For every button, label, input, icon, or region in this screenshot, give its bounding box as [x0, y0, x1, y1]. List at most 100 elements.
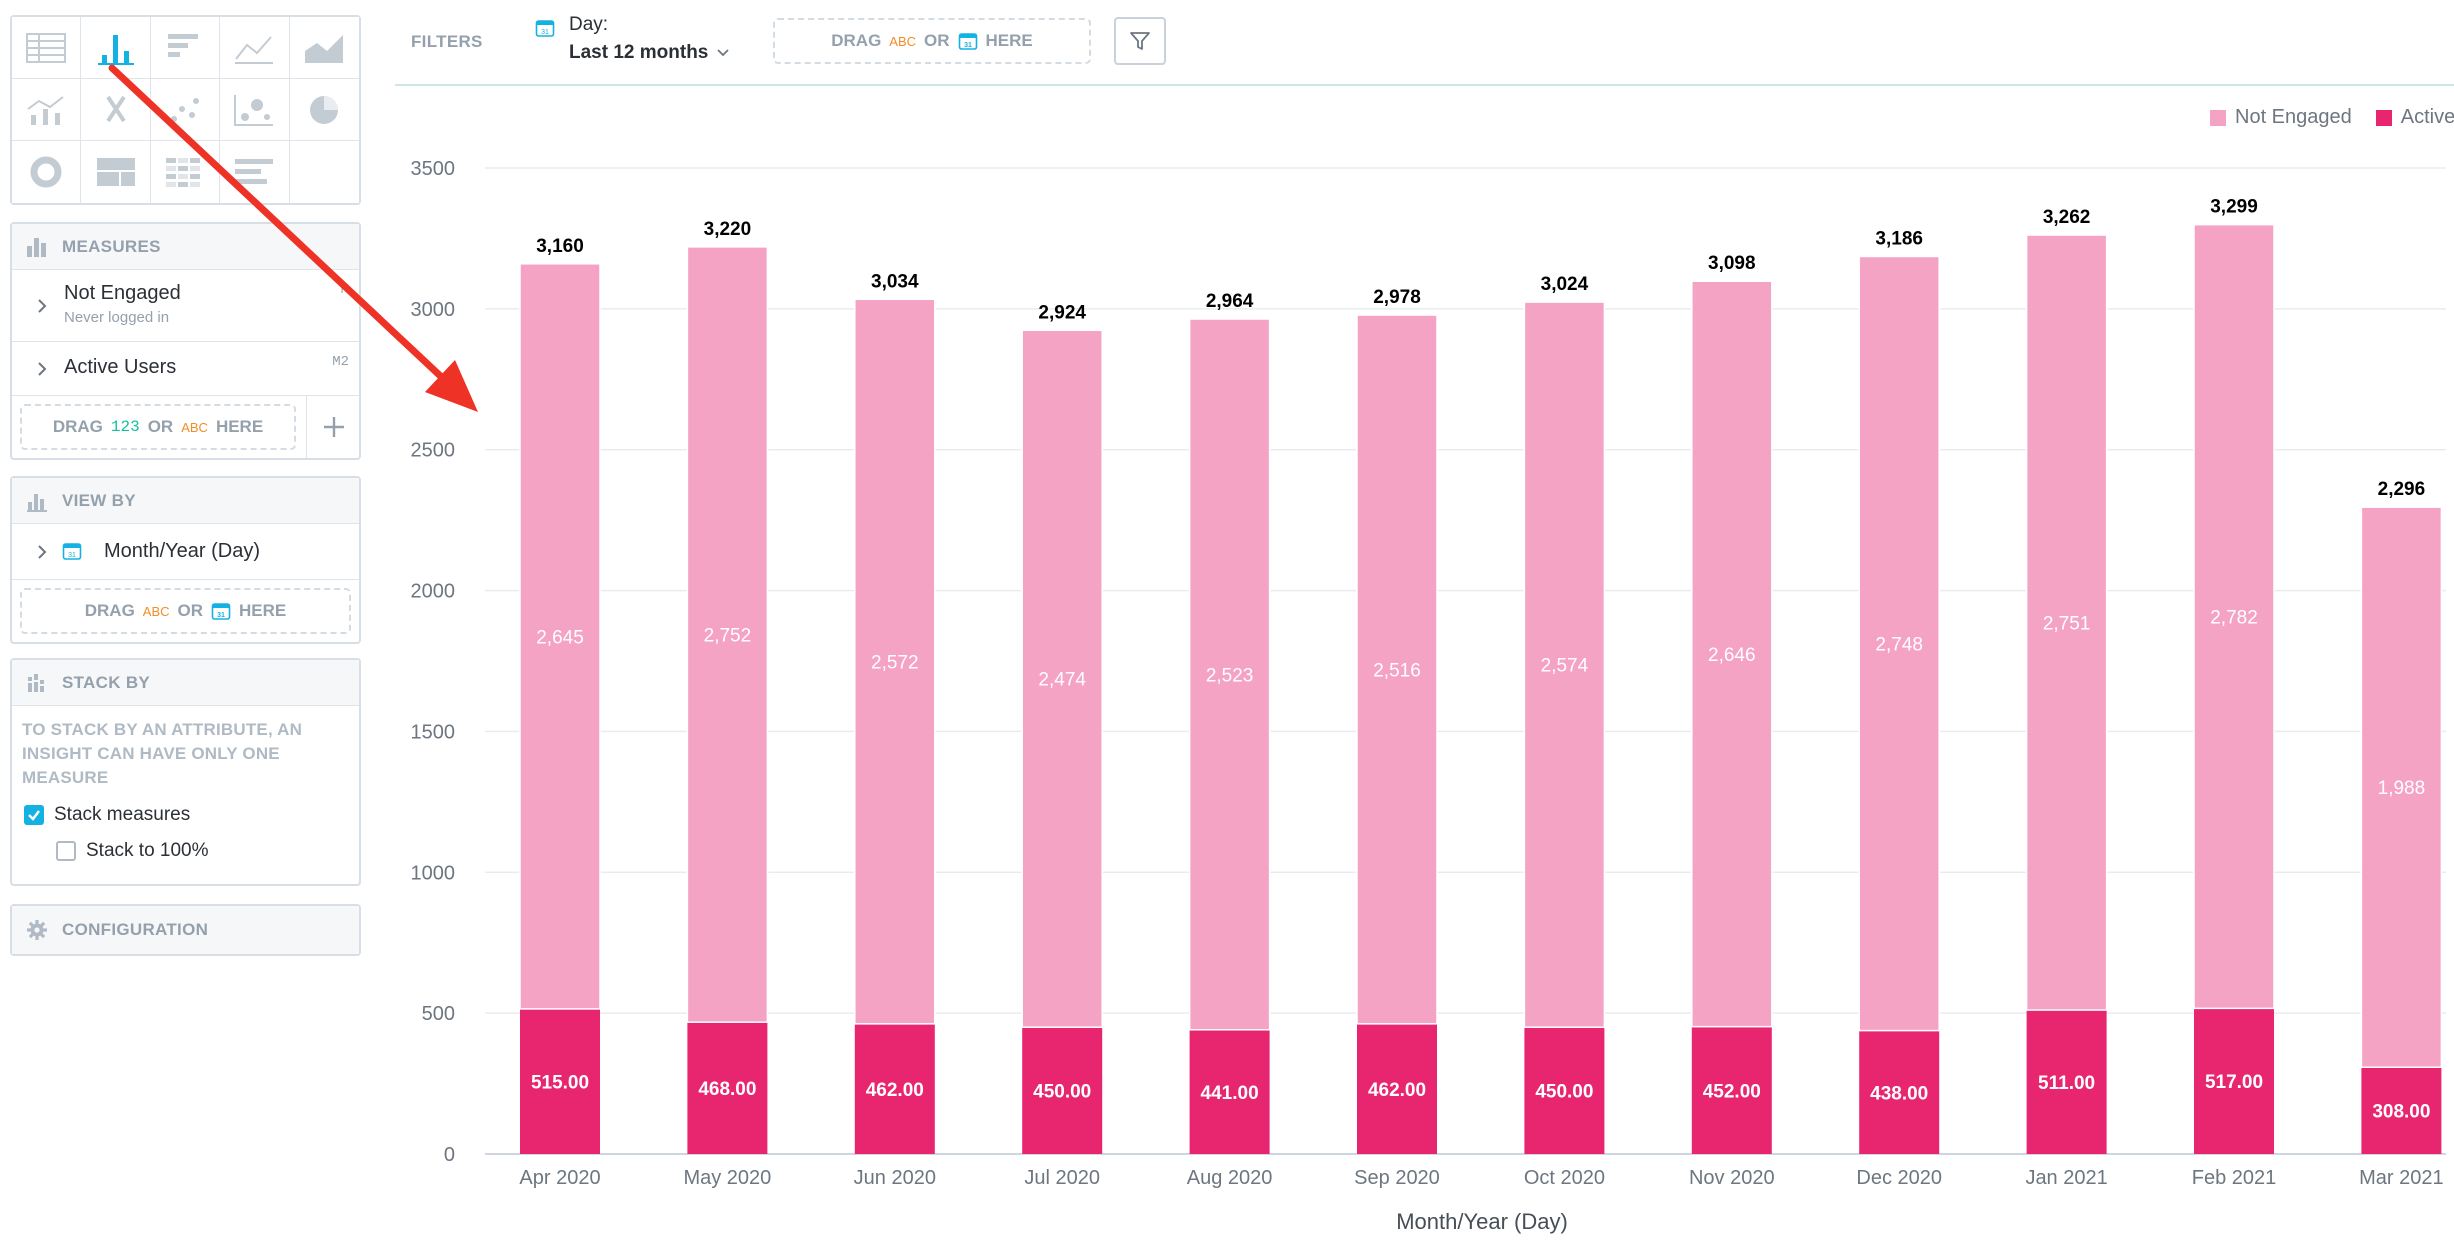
viz-type-headline[interactable]: [81, 79, 151, 141]
stack-to-100-label: Stack to 100%: [86, 840, 209, 861]
bar-segment-active-users: [1357, 1023, 1437, 1154]
bar-segment-not-engaged: [519, 263, 601, 1010]
bar-segment-not-engaged: [1858, 255, 1940, 1032]
bar-segment-not-engaged: [2025, 234, 2108, 1011]
view-by-label: Month/Year (Day): [104, 540, 260, 562]
checkbox-checked-icon[interactable]: [24, 805, 44, 825]
checkbox-unchecked-icon[interactable]: [56, 841, 76, 861]
viz-type-column[interactable]: [81, 17, 151, 79]
viz-type-heatmap[interactable]: [150, 141, 221, 203]
x-tick-label: Dec 2020: [1856, 1167, 1942, 1189]
drop-here-text: HERE: [239, 601, 287, 620]
data-label-total: 3,024: [1541, 274, 1589, 295]
data-label-not-engaged: 2,748: [1875, 635, 1923, 656]
bar-segment-active-users: [2194, 1008, 2274, 1154]
data-label-active-users: 462.00: [866, 1080, 924, 1101]
drop-drag-text: DRAG: [831, 31, 882, 50]
data-label-active-users: 462.00: [1368, 1080, 1426, 1101]
measure-description: Never logged in: [64, 309, 170, 326]
donut-chart-icon: [30, 156, 62, 188]
y-tick-label: 500: [422, 1003, 455, 1025]
data-label-total: 2,978: [1373, 287, 1421, 308]
bar-segment-active-users: [1524, 1027, 1605, 1154]
x-tick-label: Aug 2020: [1187, 1167, 1273, 1189]
date-filter-label: Day:: [569, 14, 609, 35]
bubble-chart-icon: [234, 94, 274, 126]
numeric-token-icon: 123: [110, 418, 140, 436]
data-label-not-engaged: 2,782: [2210, 607, 2258, 628]
heatmap-icon: [165, 158, 200, 187]
scatter-plot-icon: [170, 97, 199, 122]
x-tick-label: Nov 2020: [1689, 1167, 1775, 1189]
add-measure-button[interactable]: [306, 396, 361, 458]
visualization-type-picker: [10, 15, 361, 205]
stack-by-header: STACK BY: [12, 660, 359, 706]
configuration-title: CONFIGURATION: [62, 920, 209, 939]
configuration-header[interactable]: CONFIGURATION: [12, 906, 359, 954]
measures-title: MEASURES: [62, 236, 161, 256]
bullet-chart-icon: [235, 159, 274, 184]
view-by-drop-zone[interactable]: DRAG ABC OR 31 HERE: [20, 588, 351, 634]
bar-chart-icon: [167, 33, 198, 57]
viz-type-donut[interactable]: [12, 141, 82, 203]
viz-type-scatter[interactable]: [150, 79, 221, 141]
y-tick-label: 1000: [411, 862, 456, 884]
date-filter-button[interactable]: 31 Day: Last 12 months: [535, 14, 730, 64]
legend-item-not-engaged[interactable]: Not Engaged: [2210, 106, 2352, 129]
stack-by-note: TO STACK BY AN ATTRIBUTE, AN INSIGHT CAN…: [22, 720, 303, 787]
bar-segment-not-engaged: [1356, 314, 1438, 1025]
bar-segment-not-engaged: [1523, 301, 1606, 1028]
data-label-not-engaged: 2,474: [1038, 670, 1086, 691]
viz-type-bubble[interactable]: [220, 79, 290, 141]
viz-type-treemap[interactable]: [81, 141, 151, 203]
table-icon: [26, 32, 67, 63]
viz-type-combo[interactable]: [12, 79, 82, 141]
viz-type-pie[interactable]: [289, 79, 359, 141]
viz-type-line[interactable]: [220, 17, 290, 79]
stack-by-bucket: STACK BY TO STACK BY AN ATTRIBUTE, AN IN…: [10, 658, 361, 886]
measures-drop-zone[interactable]: DRAG 123 OR ABC HERE: [20, 404, 296, 450]
bar-segment-not-engaged: [854, 298, 936, 1025]
x-tick-label: Jun 2020: [854, 1167, 936, 1189]
data-label-not-engaged: 2,572: [871, 653, 919, 674]
data-label-total: 2,296: [2378, 479, 2426, 500]
bar-segment-active-users: [1691, 1026, 1772, 1154]
stacked-column-chart: 0 500 1000 1500 2000 2500 3000 3500 515.00 2,645 3…: [411, 158, 2446, 1234]
measure-item-active-users[interactable]: Active Users M2: [12, 342, 359, 396]
bar-segment-not-engaged: [2360, 506, 2443, 1068]
viz-type-bullet[interactable]: [220, 141, 290, 203]
chevron-right-icon[interactable]: [34, 544, 50, 560]
drop-or-text: OR: [147, 417, 174, 436]
bar-segment-active-users: [520, 1008, 600, 1154]
measures-header: MEASURES: [12, 224, 359, 270]
legend-swatch: [2375, 109, 2392, 126]
viz-type-area[interactable]: [289, 17, 359, 79]
view-by-header: VIEW BY: [12, 478, 359, 524]
measure-item-not-engaged[interactable]: Not Engaged Never logged in M: [12, 270, 359, 342]
chevron-right-icon[interactable]: [34, 298, 50, 314]
svg-text:31: 31: [68, 552, 76, 559]
stack-by-title: STACK BY: [62, 672, 151, 692]
bar-segment-not-engaged: [1691, 280, 1773, 1028]
viz-type-table[interactable]: [12, 17, 82, 79]
legend-item-active-users[interactable]: Active Users: [2375, 106, 2454, 129]
filter-drop-zone[interactable]: DRAG ABC OR 31 HERE: [773, 18, 1091, 64]
drop-or-text: OR: [177, 601, 204, 620]
chevron-right-icon[interactable]: [34, 361, 50, 377]
x-tick-label: Apr 2020: [519, 1167, 600, 1189]
data-label-not-engaged: 2,645: [536, 627, 584, 648]
view-by-bucket: VIEW BY 31 Month/Year (Day) DRAG ABC OR …: [10, 476, 361, 644]
viz-type-empty: [289, 141, 359, 203]
headline-icon: [105, 95, 126, 122]
viz-type-bar[interactable]: [150, 17, 221, 79]
combo-chart-icon: [27, 95, 64, 125]
data-label-total: 2,964: [1206, 291, 1254, 312]
view-by-item[interactable]: 31 Month/Year (Day): [12, 524, 359, 580]
stack-to-100-checkbox[interactable]: Stack to 100%: [56, 840, 359, 862]
filter-funnel-button[interactable]: [1114, 17, 1166, 65]
stack-measures-checkbox[interactable]: Stack measures: [24, 804, 359, 826]
drop-drag-text: DRAG: [84, 601, 135, 620]
x-tick-label: Mar 2021: [2359, 1167, 2444, 1189]
configuration-section[interactable]: CONFIGURATION: [10, 904, 361, 956]
bar-segment-active-users: [1859, 1030, 1940, 1154]
